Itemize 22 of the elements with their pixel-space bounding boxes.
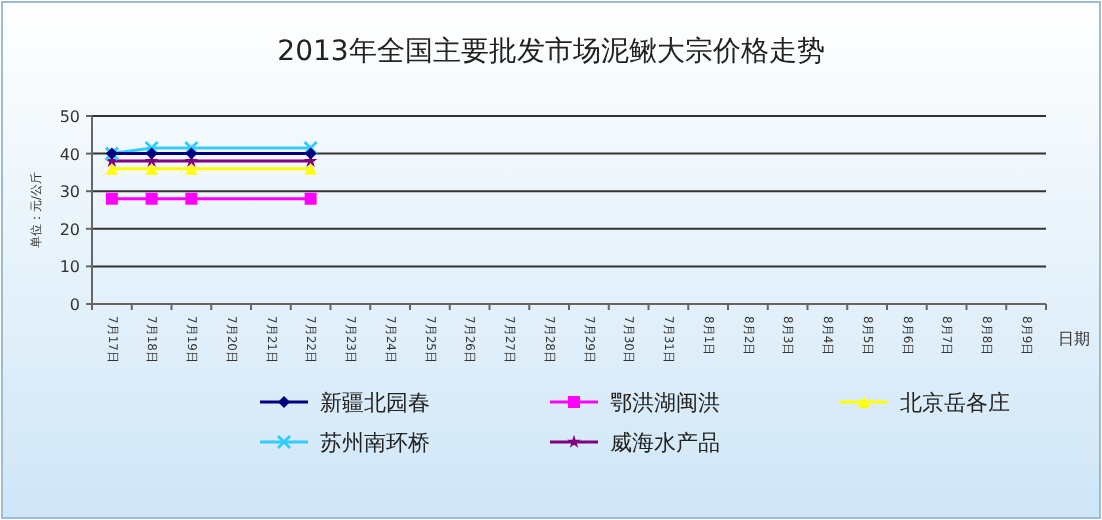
point [304, 162, 317, 175]
point [304, 192, 317, 205]
y-tick-label: 0 [69, 296, 80, 314]
legend-label: 威海水产品 [610, 430, 720, 456]
point [105, 192, 118, 205]
point [303, 140, 319, 156]
x-axis-title: 日期 [1058, 330, 1090, 348]
y-tick-label: 10 [59, 258, 80, 277]
point [105, 162, 118, 175]
point [185, 192, 198, 205]
y-tick-label: 50 [59, 108, 80, 126]
point [145, 192, 158, 205]
chart-title: 2013年全国主要批发市场泥鳅大宗价格走势 [277, 36, 825, 68]
legend-label: 鄂洪湖闽洪 [610, 390, 720, 416]
y-tick-label: 30 [59, 183, 80, 202]
point [145, 162, 158, 175]
legend-label: 新疆北园春 [320, 390, 430, 416]
y-tick-label: 40 [59, 145, 80, 164]
legend-label: 北京岳各庄 [900, 390, 1010, 416]
y-tick-label: 20 [59, 220, 80, 239]
legend-label: 苏州南环桥 [320, 430, 430, 456]
point [185, 162, 198, 175]
